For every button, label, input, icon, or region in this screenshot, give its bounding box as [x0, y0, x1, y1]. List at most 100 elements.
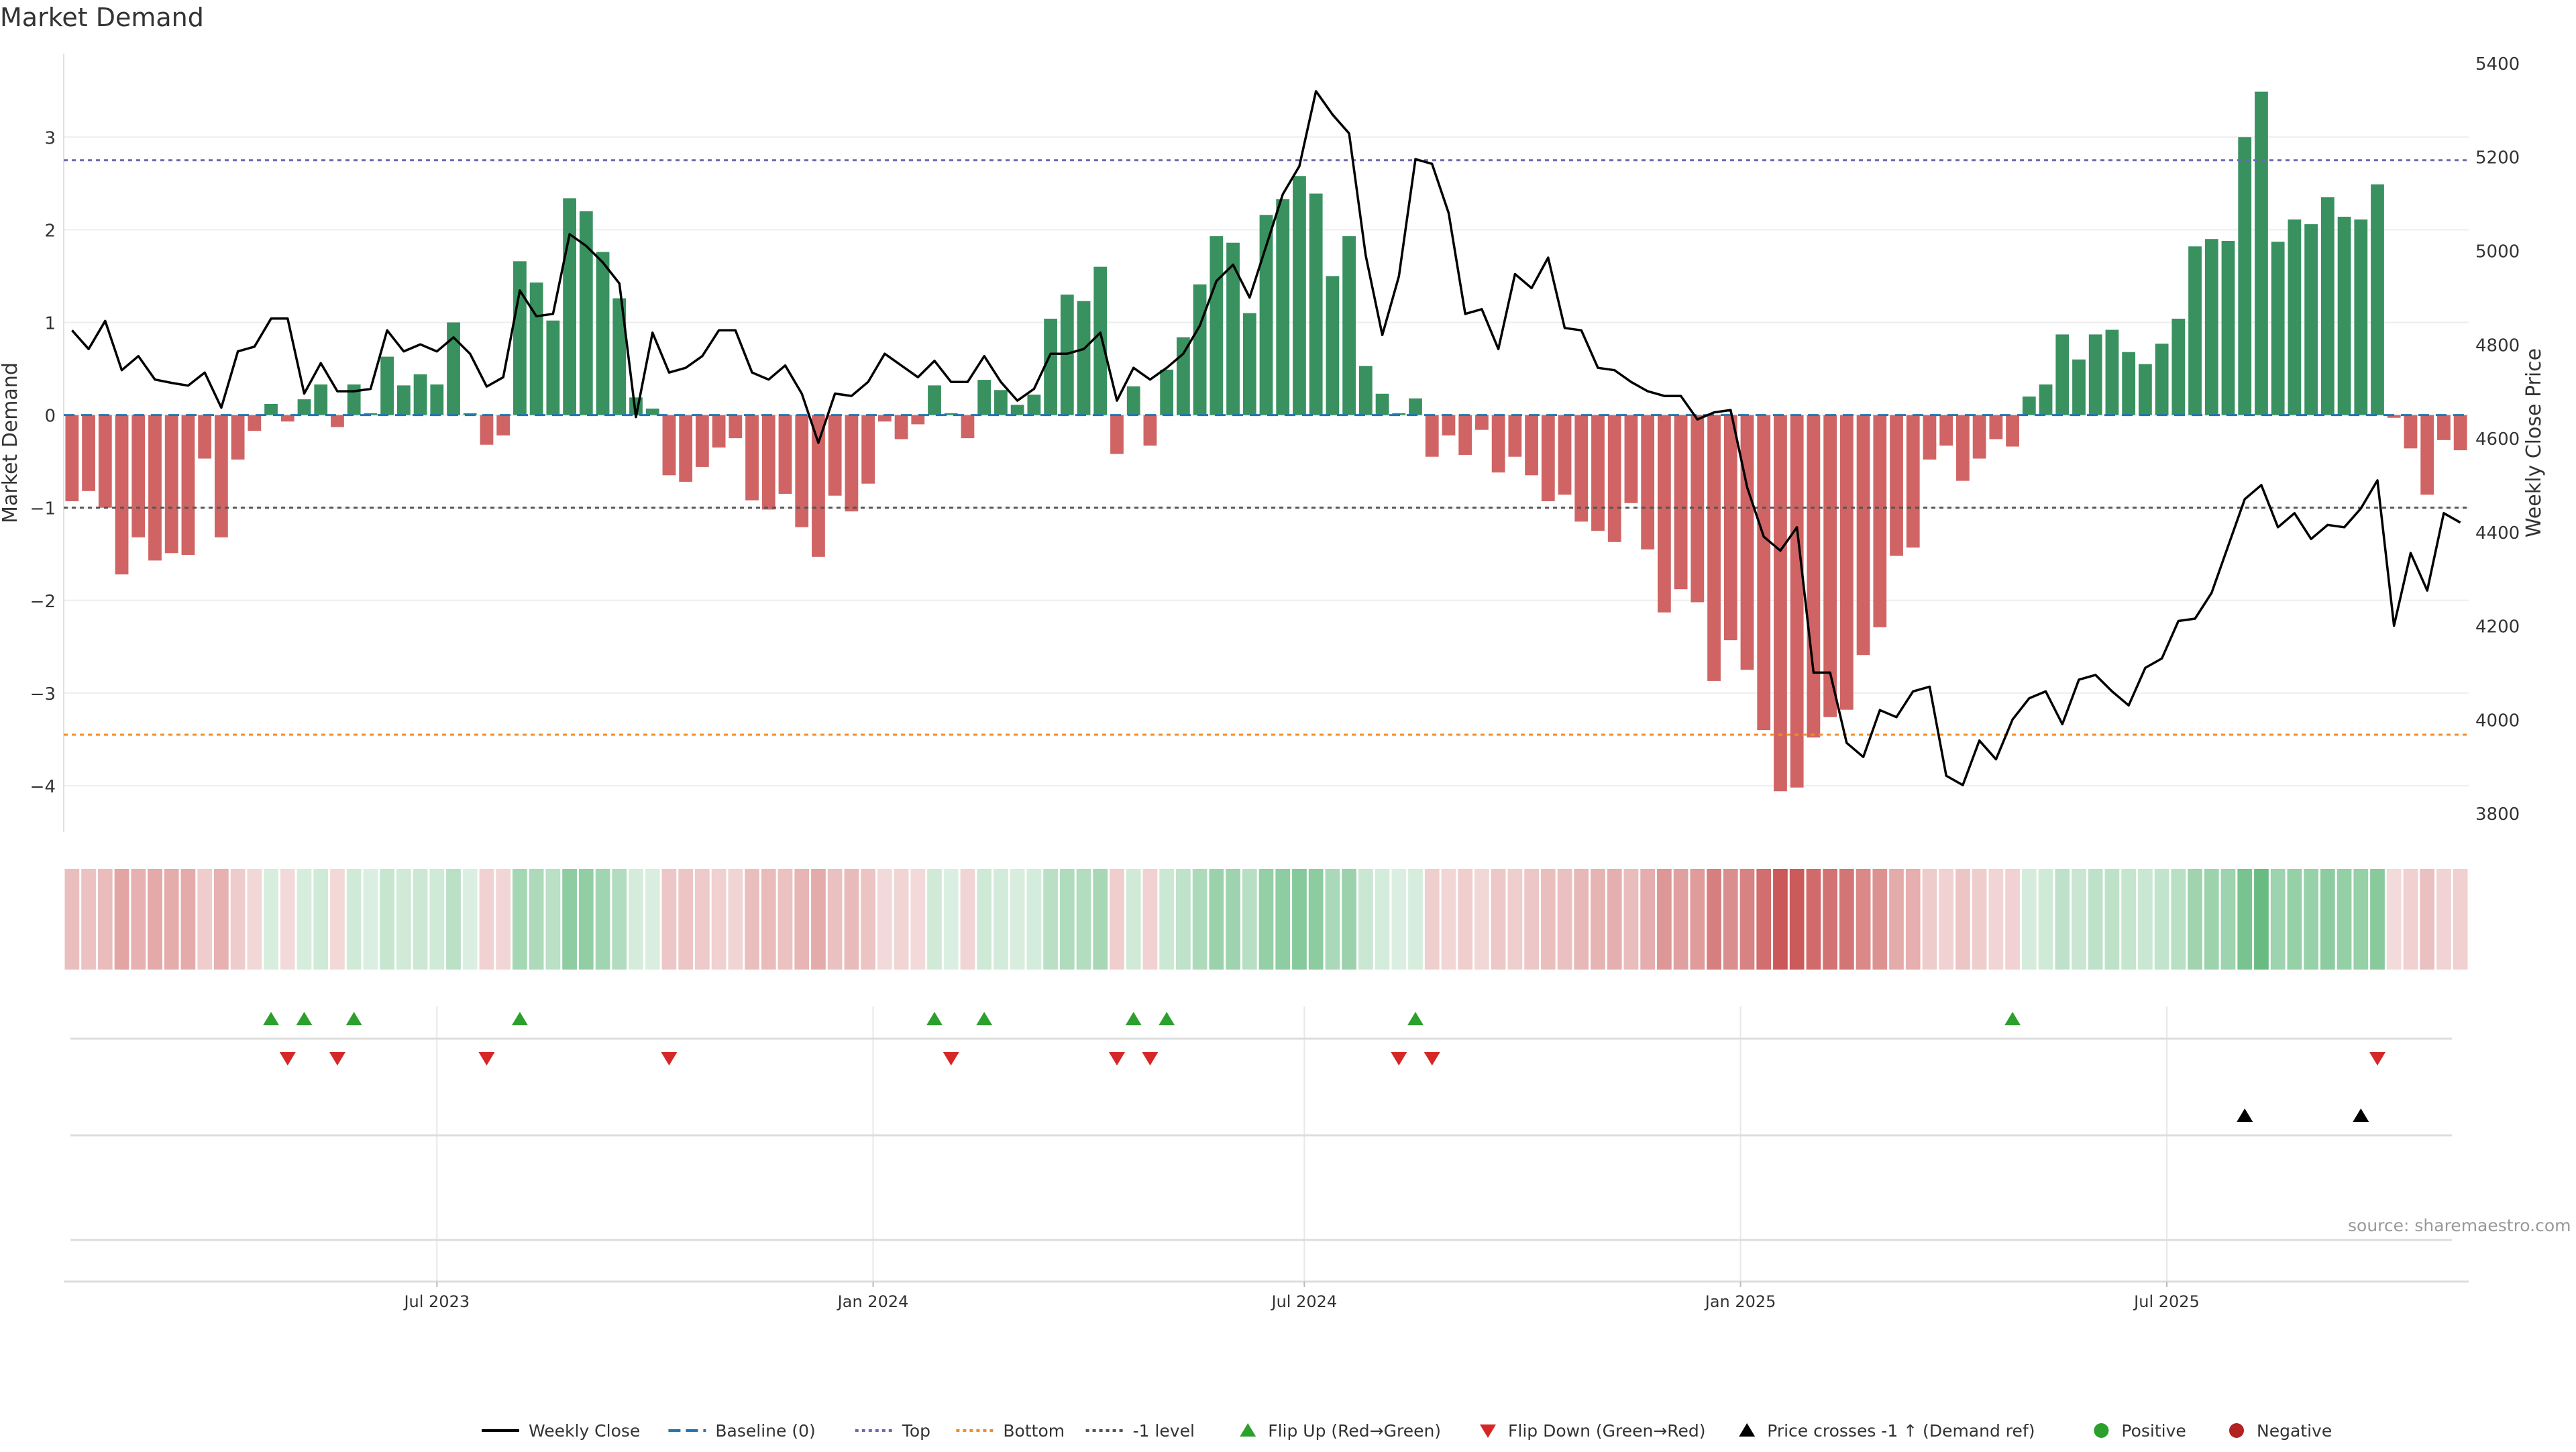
- legend-item: Positive: [2094, 1421, 2186, 1441]
- heat-strip-cell: [2270, 869, 2286, 970]
- legend-item: -1 level: [1085, 1421, 1195, 1441]
- demand-bar: [198, 415, 212, 459]
- heat-strip-cell: [1192, 869, 1208, 970]
- flip-down-marker: [943, 1052, 959, 1066]
- demand-bar: [1525, 415, 1538, 476]
- heat-strip-cell: [1972, 869, 1987, 970]
- legend-item: Flip Up (Red→Green): [1240, 1421, 1441, 1441]
- heat-strip-cell: [2088, 869, 2103, 970]
- demand-bar: [1972, 415, 1986, 459]
- legend-circle-swatch: [2094, 1423, 2109, 1438]
- demand-bar: [877, 415, 892, 422]
- legend-item: Flip Down (Green→Red): [1480, 1421, 1706, 1441]
- legend-item: Price crosses -1 ↑ (Demand ref): [1739, 1421, 2035, 1441]
- demand-bar: [98, 415, 112, 508]
- y2-tick-label: 4600: [2475, 429, 2520, 450]
- demand-bar: [1890, 415, 1903, 556]
- demand-bar: [1242, 313, 1256, 415]
- demand-bar: [2404, 415, 2418, 449]
- demand-bar: [679, 415, 693, 482]
- demand-bar: [861, 415, 875, 484]
- demand-bar: [1574, 415, 1589, 522]
- heat-strip-cell: [1673, 869, 1688, 970]
- demand-bar: [131, 415, 146, 537]
- y2-tick-label: 5000: [2475, 242, 2520, 262]
- demand-bar: [2188, 246, 2202, 415]
- demand-bar: [1856, 415, 1870, 656]
- demand-bar: [645, 408, 659, 415]
- heat-strip-cell: [346, 869, 362, 970]
- x-tick-label: Jan 2024: [837, 1292, 909, 1311]
- heat-strip-cell: [1408, 869, 1423, 970]
- heat-strip-cell: [994, 869, 1008, 970]
- heat-strip-cell: [728, 869, 743, 970]
- y-tick-label: 0: [44, 407, 56, 427]
- demand-bar: [2337, 217, 2351, 415]
- heat-strip-cell: [1623, 869, 1639, 970]
- demand-bar: [1176, 337, 1190, 415]
- heat-strip-cell: [1889, 869, 1904, 970]
- demand-bar: [1093, 266, 1108, 415]
- heat-strip-cell: [2420, 869, 2435, 970]
- flip-down-marker: [478, 1052, 495, 1066]
- heat-strip-cell: [2237, 869, 2253, 970]
- heat-strip-cell: [1010, 869, 1025, 970]
- heat-strip-cell: [164, 869, 179, 970]
- flip-down-marker: [1142, 1052, 1159, 1066]
- demand-bar: [2039, 384, 2053, 415]
- demand-bar: [2221, 240, 2235, 415]
- demand-bar: [1906, 415, 1920, 548]
- heat-strip-cell: [330, 869, 345, 970]
- demand-bar: [1657, 415, 1671, 613]
- demand-bar: [164, 415, 178, 554]
- demand-bar: [1326, 276, 1340, 415]
- heat-strip-cell: [2254, 869, 2269, 970]
- heat-strip-cell: [1723, 869, 1738, 970]
- demand-bar: [231, 415, 245, 460]
- demand-bar: [1160, 369, 1174, 415]
- demand-bar: [396, 385, 411, 415]
- heat-strip-cell: [2320, 869, 2335, 970]
- heat-strip-cell: [1226, 869, 1240, 970]
- legend-label: Flip Up (Red→Green): [1268, 1421, 1441, 1441]
- demand-bar: [729, 415, 743, 439]
- heat-strip-cell: [1441, 869, 1456, 970]
- flip-down-marker: [1391, 1052, 1407, 1066]
- heat-strip-cell: [1557, 869, 1572, 970]
- heat-strip-cell: [197, 869, 213, 970]
- flip-up-marker: [345, 1012, 362, 1025]
- demand-bar: [1293, 176, 1306, 415]
- demand-bar: [1989, 415, 2003, 439]
- demand-bar: [1409, 398, 1422, 415]
- flip-up-marker: [263, 1012, 280, 1025]
- heat-strip-cell: [1043, 869, 1058, 970]
- demand-bar: [65, 415, 79, 501]
- heat-strip-cell: [977, 869, 992, 970]
- demand-bar: [2022, 396, 2036, 415]
- demand-bar: [1774, 415, 1787, 792]
- heat-strip-cell: [462, 869, 478, 970]
- heat-strip-cell: [180, 869, 196, 970]
- demand-bar: [1375, 393, 1389, 415]
- heat-strip-cell: [711, 869, 727, 970]
- heat-strip-cell: [1856, 869, 1871, 970]
- x-tick-label: Jan 2025: [1704, 1292, 1776, 1311]
- demand-bar: [496, 415, 511, 435]
- demand-bar: [1342, 236, 1356, 415]
- heat-strip-cell: [1242, 869, 1257, 970]
- y-axis-label: Market Demand: [0, 362, 22, 523]
- demand-bar: [1723, 415, 1737, 641]
- heat-strip-cell: [1690, 869, 1705, 970]
- heat-strip-cell: [1059, 869, 1075, 970]
- flip-up-marker: [511, 1012, 528, 1025]
- heat-strip-cell: [1325, 869, 1340, 970]
- flip-up-marker: [1125, 1012, 1142, 1025]
- demand-bar: [2088, 334, 2102, 415]
- heat-strip-cell: [1391, 869, 1407, 970]
- demand-bar: [380, 356, 394, 415]
- demand-bar: [2387, 415, 2401, 418]
- heat-strip-cell: [1375, 869, 1390, 970]
- heat-strip-cell: [1424, 869, 1440, 970]
- heat-strip-cell: [529, 869, 544, 970]
- demand-bar: [2138, 364, 2152, 415]
